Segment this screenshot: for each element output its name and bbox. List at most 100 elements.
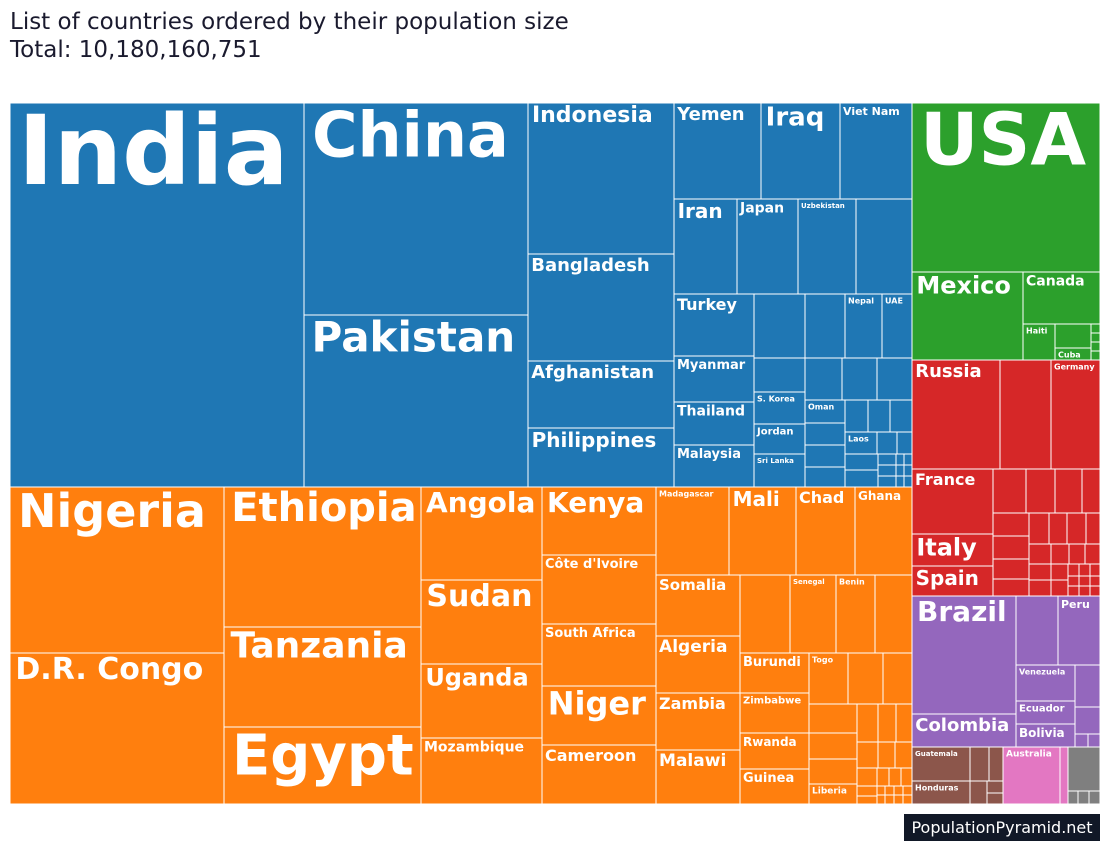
treemap-cell-ghana[interactable]	[854, 486, 913, 576]
treemap-cell-asia-20[interactable]	[877, 464, 897, 477]
treemap-cell-russia[interactable]	[911, 359, 1001, 470]
treemap-cell-iran[interactable]	[673, 198, 738, 295]
treemap-cell-africa-82[interactable]	[877, 703, 897, 743]
treemap-cell-africa-81[interactable]	[856, 703, 879, 743]
treemap-cell-europe-33[interactable]	[1025, 468, 1056, 514]
treemap-cell-rwanda[interactable]	[739, 732, 810, 770]
treemap-cell-europe-47[interactable]	[1084, 543, 1101, 565]
treemap-cell-europe-38[interactable]	[1048, 512, 1068, 545]
treemap-cell-north-america-29[interactable]	[1090, 341, 1101, 352]
treemap-cell-south-america-62[interactable]	[1074, 664, 1101, 708]
treemap-cell-europe-53[interactable]	[1078, 563, 1091, 577]
treemap-cell-south-africa[interactable]	[541, 623, 657, 687]
treemap-cell-germany[interactable]	[1050, 359, 1101, 470]
treemap-cell-peru[interactable]	[1057, 595, 1101, 666]
treemap-cell-africa-99[interactable]	[876, 794, 886, 805]
treemap-cell-africa-85[interactable]	[808, 758, 858, 785]
treemap-cell-china[interactable]	[303, 102, 529, 316]
treemap-cell-africa-88[interactable]	[894, 741, 913, 769]
treemap-cell-africa-91[interactable]	[888, 767, 902, 787]
treemap-cell-asia-12[interactable]	[804, 466, 846, 488]
treemap-cell-africa-79[interactable]	[882, 652, 913, 705]
treemap-cell-asia-9[interactable]	[889, 399, 913, 433]
treemap-cell-kenya[interactable]	[541, 486, 657, 556]
treemap-cell-sri-lanka[interactable]	[753, 453, 806, 488]
treemap-cell-africa-83[interactable]	[895, 703, 913, 743]
treemap-cell-zambia[interactable]	[655, 692, 741, 751]
treemap-cell-south-america-65[interactable]	[1087, 733, 1101, 748]
treemap-cell-europe-49[interactable]	[1028, 579, 1052, 597]
treemap-cell-c-te-d-ivoire[interactable]	[541, 554, 657, 625]
treemap-cell-africa-89[interactable]	[856, 767, 878, 787]
treemap-cell-europe-50[interactable]	[1050, 563, 1069, 581]
treemap-cell-asia-16[interactable]	[844, 469, 879, 488]
treemap-cell-other-73[interactable]	[1067, 790, 1079, 805]
treemap-cell-cameroon[interactable]	[541, 744, 657, 805]
treemap-cell-africa-80[interactable]	[808, 703, 858, 734]
treemap-cell-central-america-69[interactable]	[986, 780, 1004, 794]
treemap-cell-madagascar[interactable]	[655, 486, 730, 576]
treemap-cell-mexico[interactable]	[911, 271, 1024, 361]
treemap-cell-asia-23[interactable]	[903, 464, 913, 477]
treemap-cell-europe-48[interactable]	[1028, 563, 1052, 581]
treemap-cell-mali[interactable]	[728, 486, 797, 576]
treemap-cell-asia-10[interactable]	[804, 422, 846, 446]
treemap-cell-europe-37[interactable]	[1028, 512, 1050, 545]
treemap-cell-viet-nam[interactable]	[839, 102, 913, 200]
treemap-cell-africa-98[interactable]	[902, 785, 913, 796]
treemap-cell-north-america-30[interactable]	[1090, 350, 1101, 361]
treemap-cell-algeria[interactable]	[655, 635, 741, 694]
treemap-cell-europe-43[interactable]	[992, 578, 1030, 597]
treemap-cell-sudan[interactable]	[420, 579, 543, 665]
treemap-cell-central-america-68[interactable]	[969, 780, 988, 805]
treemap-cell-other-75[interactable]	[1088, 790, 1101, 805]
treemap-cell-africa-100[interactable]	[884, 794, 895, 805]
treemap-cell-europe-34[interactable]	[1054, 468, 1083, 514]
treemap-cell-europe-51[interactable]	[1050, 579, 1069, 597]
treemap-cell-africa-87[interactable]	[877, 741, 896, 769]
treemap-cell-south-america-63[interactable]	[1074, 706, 1101, 735]
treemap-cell-somalia[interactable]	[655, 574, 741, 637]
treemap-cell-central-america-70[interactable]	[986, 792, 1004, 805]
treemap-cell-philippines[interactable]	[527, 427, 675, 488]
treemap-cell-benin[interactable]	[835, 574, 876, 654]
treemap-cell-europe-56[interactable]	[1078, 575, 1091, 587]
treemap-cell-asia-13[interactable]	[876, 431, 898, 455]
treemap-cell-venezuela[interactable]	[1015, 664, 1076, 702]
treemap-cell-europe-57[interactable]	[1089, 575, 1101, 587]
treemap-cell-iraq[interactable]	[760, 102, 841, 200]
treemap-cell-south-america-64[interactable]	[1074, 733, 1089, 748]
treemap-cell-europe-52[interactable]	[1067, 563, 1080, 577]
treemap-cell-europe-46[interactable]	[1068, 543, 1086, 565]
treemap-cell-central-america-67[interactable]	[988, 746, 1004, 782]
treemap-cell-africa-90[interactable]	[876, 767, 890, 787]
treemap-cell-thailand[interactable]	[673, 401, 755, 446]
treemap-cell-asia-24[interactable]	[895, 475, 905, 488]
treemap-cell-asia-4[interactable]	[804, 357, 843, 401]
treemap-cell-ethiopia[interactable]	[223, 486, 422, 628]
treemap-cell-africa-92[interactable]	[900, 767, 913, 787]
treemap-cell-north-america-27[interactable]	[1090, 323, 1101, 334]
treemap-cell-africa-96[interactable]	[884, 785, 895, 796]
treemap-cell-asia-14[interactable]	[896, 431, 913, 455]
treemap-cell-asia-3[interactable]	[753, 357, 806, 393]
treemap-cell-uzbekistan[interactable]	[797, 198, 857, 295]
treemap-cell-uae[interactable]	[881, 293, 913, 359]
treemap-cell-north-america-26[interactable]	[1054, 323, 1092, 349]
treemap-cell-south-america-61[interactable]	[1015, 595, 1059, 666]
treemap-cell-europe-36[interactable]	[992, 512, 1030, 537]
treemap-cell-africa-78[interactable]	[847, 652, 884, 705]
treemap-cell-africa-102[interactable]	[902, 794, 913, 805]
treemap-cell-oceania-71[interactable]	[1059, 746, 1069, 805]
treemap-cell-turkey[interactable]	[673, 293, 755, 357]
treemap-cell-europe-59[interactable]	[1078, 585, 1091, 597]
treemap-cell-asia-15[interactable]	[844, 453, 879, 471]
treemap-cell-europe-54[interactable]	[1089, 563, 1101, 577]
treemap-cell-asia-18[interactable]	[895, 453, 905, 466]
treemap-cell-guinea[interactable]	[739, 768, 810, 805]
treemap-cell-europe-40[interactable]	[1085, 512, 1101, 545]
treemap-cell-europe-39[interactable]	[1066, 512, 1087, 545]
treemap-cell-africa-101[interactable]	[893, 794, 904, 805]
treemap-cell-europe-42[interactable]	[992, 558, 1030, 580]
treemap-cell-usa[interactable]	[911, 102, 1101, 273]
